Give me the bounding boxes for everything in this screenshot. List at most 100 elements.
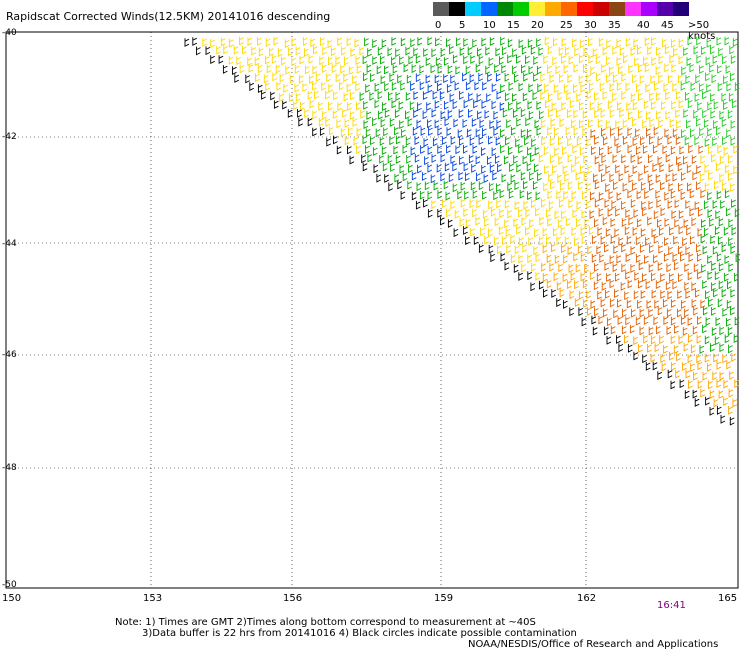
wind-barb (458, 171, 464, 181)
wind-barb (699, 172, 705, 182)
wind-barb (555, 65, 561, 75)
wind-barb (529, 218, 535, 228)
wind-barb (356, 145, 361, 155)
wind-barb (718, 217, 724, 227)
wind-barb (616, 57, 622, 66)
wind-barb (439, 91, 445, 100)
wind-barb (266, 64, 272, 74)
y-axis-label: -44 (2, 239, 17, 249)
wind-barb (578, 75, 584, 85)
wind-barb (613, 181, 618, 191)
wind-barb (470, 55, 476, 64)
wind-barb (560, 181, 565, 191)
wind-barb (730, 72, 735, 82)
wind-barb (610, 127, 615, 137)
wind-barb (408, 55, 414, 65)
wind-barb (733, 144, 739, 154)
wind-barb (604, 243, 609, 253)
wind-barb (561, 37, 567, 47)
wind-barb (662, 38, 667, 48)
wind-barb (710, 93, 715, 103)
wind-barb (537, 172, 542, 182)
wind-barb (626, 299, 632, 309)
wind-barb (714, 271, 720, 281)
wind-barb (405, 110, 410, 120)
wind-barb (583, 47, 589, 57)
wind-barb (309, 75, 314, 84)
wind-barb (657, 219, 662, 228)
wind-barb (443, 57, 449, 66)
legend-swatch (433, 2, 449, 16)
wind-barb (640, 290, 646, 299)
wind-barb (427, 164, 433, 173)
wind-barb (575, 171, 581, 181)
wind-barb (508, 82, 514, 91)
wind-barb (563, 300, 568, 309)
wind-barb (564, 46, 570, 56)
wind-barb (526, 162, 532, 172)
wind-barb (556, 190, 562, 200)
wind-barb (625, 253, 631, 263)
wind-barb (460, 182, 466, 191)
wind-barb (621, 243, 626, 253)
wind-barb (630, 154, 636, 164)
wind-barb (232, 66, 237, 76)
wind-barb (242, 45, 247, 55)
wind-barb (582, 64, 588, 73)
wind-barb (578, 290, 584, 300)
wind-barb (440, 153, 446, 163)
wind-barb (353, 136, 359, 146)
legend-tick: 15 (507, 20, 520, 31)
wind-barb (687, 271, 693, 281)
wind-barb (344, 119, 350, 128)
wind-barb (508, 102, 513, 111)
wind-barb (295, 46, 301, 56)
wind-barb (328, 102, 333, 111)
wind-barb (184, 38, 190, 47)
wind-barb (547, 65, 552, 75)
wind-barb (731, 353, 737, 362)
wind-map-plot (5, 31, 740, 589)
wind-barb (686, 57, 692, 67)
wind-barb (516, 101, 522, 111)
wind-barb (621, 91, 627, 100)
wind-barb (547, 45, 553, 55)
wind-barb (699, 345, 705, 354)
wind-barb (447, 109, 453, 119)
wind-barb (329, 126, 334, 136)
wind-barb (528, 65, 534, 75)
wind-barb (492, 171, 498, 181)
wind-barb (192, 37, 198, 46)
wind-barb (463, 226, 468, 235)
wind-barb (319, 127, 325, 136)
wind-barb (558, 198, 564, 208)
wind-barb (602, 216, 608, 226)
wind-barb (426, 102, 431, 111)
wind-barb (725, 207, 731, 217)
wind-barb (552, 56, 558, 66)
wind-barb (601, 64, 606, 73)
wind-barb (663, 316, 669, 326)
wind-barb (653, 254, 658, 264)
wind-barb (535, 191, 541, 201)
wind-barb (265, 38, 271, 47)
wind-barb (556, 109, 561, 118)
wind-barb (660, 290, 666, 299)
wind-barb (561, 244, 566, 254)
wind-barb (341, 46, 346, 56)
wind-barb (464, 190, 469, 200)
wind-barb (271, 55, 277, 64)
wind-barb (697, 380, 703, 389)
wind-barb (695, 117, 701, 127)
wind-barb (415, 73, 421, 83)
wind-barb (530, 153, 535, 163)
wind-barb (543, 182, 548, 192)
wind-barb (589, 82, 594, 92)
wind-barb (445, 191, 451, 201)
wind-barb (596, 272, 602, 282)
wind-barb (637, 110, 643, 119)
wind-barb (685, 290, 691, 299)
wind-barb (372, 147, 378, 156)
wind-barb (694, 136, 700, 146)
wind-barb (471, 118, 477, 127)
